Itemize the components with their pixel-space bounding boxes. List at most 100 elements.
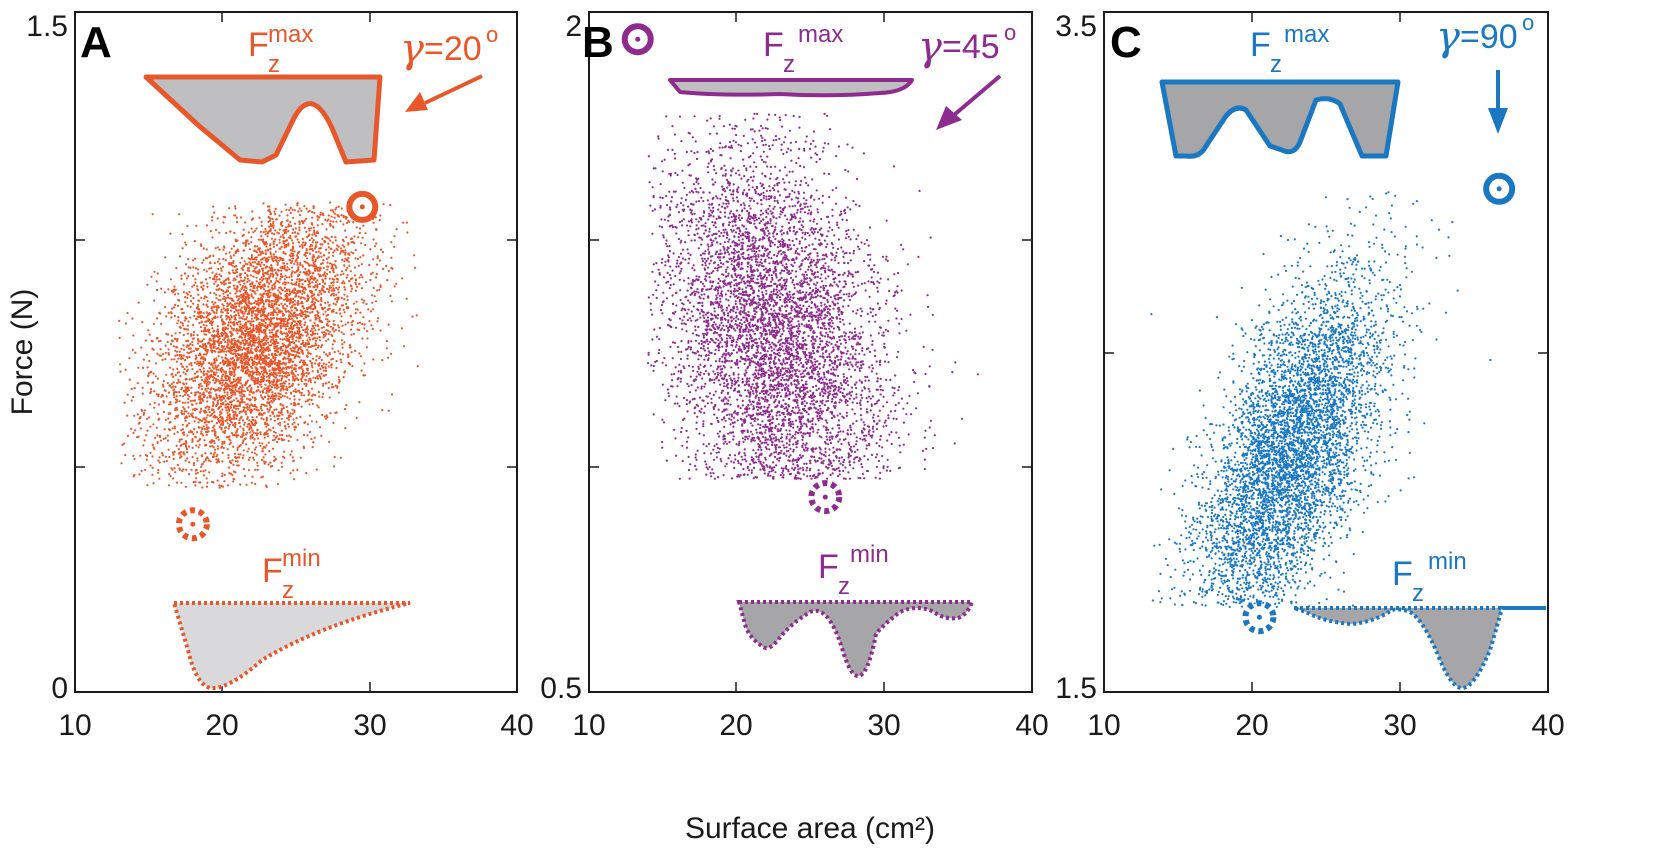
scatter-point: [284, 346, 288, 349]
scatter-point: [271, 322, 274, 325]
scatter-point: [321, 243, 324, 246]
scatter-point: [260, 235, 263, 238]
scatter-point: [307, 210, 310, 213]
scatter-point: [342, 376, 345, 379]
scatter-point: [221, 440, 224, 443]
scatter-point: [297, 373, 300, 376]
scatter-point: [263, 436, 266, 439]
scatter-point: [381, 409, 384, 412]
scatter-point: [292, 390, 295, 393]
scatter-point: [234, 292, 237, 295]
scatter-point: [362, 224, 365, 227]
scatter-point: [210, 347, 213, 350]
scatter-point: [260, 224, 263, 227]
scatter-point: [184, 444, 187, 447]
scatter-point: [316, 279, 319, 282]
scatter-point: [235, 216, 238, 219]
scatter-point: [186, 339, 189, 342]
scatter-point: [187, 320, 190, 323]
scatter-point: [264, 233, 267, 236]
scatter-point: [271, 275, 275, 278]
scatter-point: [268, 376, 271, 379]
scatter-point: [269, 229, 272, 232]
scatter-point: [226, 341, 229, 344]
scatter-point: [271, 217, 274, 221]
scatter-point: [343, 298, 346, 301]
scatter-point: [292, 315, 295, 318]
scatter-point: [334, 260, 337, 263]
scatter-point: [239, 341, 242, 344]
scatter-point: [240, 388, 243, 391]
scatter-point: [244, 342, 247, 345]
scatter-point: [333, 212, 336, 215]
scatter-point: [212, 343, 215, 346]
scatter-point: [350, 333, 353, 336]
scatter-point: [206, 457, 209, 460]
scatter-point: [169, 401, 172, 404]
scatter-point: [352, 252, 355, 255]
scatter-point: [243, 288, 246, 292]
scatter-point: [250, 314, 254, 317]
scatter-point: [242, 427, 245, 430]
scatter-point: [191, 344, 194, 347]
scatter-point: [257, 362, 261, 365]
scatter-point: [301, 283, 304, 286]
scatter-point: [206, 481, 209, 484]
scatter-point: [308, 229, 311, 232]
scatter-point: [230, 256, 233, 260]
scatter-point: [138, 473, 141, 476]
scatter-point: [275, 303, 278, 306]
scatter-point: [315, 355, 318, 358]
scatter-point: [325, 248, 328, 251]
scatter-point: [205, 384, 208, 388]
scatter-point: [266, 341, 270, 344]
scatter-point: [254, 405, 257, 408]
scatter-point: [343, 341, 346, 344]
scatter-point: [220, 288, 223, 292]
scatter-point: [311, 233, 314, 236]
scatter-point: [232, 413, 235, 416]
scatter-point: [238, 418, 241, 422]
scatter-point: [267, 398, 270, 401]
scatter-point: [340, 315, 343, 318]
scatter-point: [264, 259, 267, 262]
scatter-point: [168, 472, 171, 476]
scatter-point: [200, 320, 203, 323]
scatter-point: [291, 354, 294, 357]
scatter-point: [262, 456, 265, 459]
scatter-point: [339, 456, 342, 459]
scatter-point: [299, 456, 302, 459]
scatter-point: [358, 231, 361, 235]
scatter-point: [202, 347, 206, 350]
scatter-point: [297, 327, 300, 330]
scatter-point: [301, 339, 304, 342]
scatter-point: [215, 272, 218, 275]
scatter-point: [315, 265, 318, 268]
scatter-point: [317, 364, 321, 367]
scatter-point: [233, 383, 236, 387]
scatter-point: [259, 297, 262, 300]
scatter-point: [239, 300, 242, 303]
scatter-point: [194, 267, 198, 270]
scatter-point: [237, 366, 240, 369]
scatter-point: [218, 278, 221, 281]
scatter-point: [305, 207, 308, 210]
scatter-point: [259, 278, 262, 281]
scatter-point: [192, 302, 195, 305]
scatter-point: [290, 384, 294, 387]
scatter-point: [321, 413, 324, 416]
scatter-point: [269, 397, 272, 400]
scatter-point: [340, 296, 343, 299]
scatter-point: [367, 308, 370, 311]
scatter-point: [279, 327, 282, 330]
scatter-point: [128, 357, 131, 360]
scatter-point: [289, 391, 293, 394]
scatter-point: [226, 484, 229, 487]
scatter-point: [231, 390, 234, 393]
scatter-point: [181, 401, 184, 404]
scatter-point: [274, 212, 277, 216]
scatter-point: [252, 379, 255, 382]
scatter-point: [256, 354, 259, 357]
scatter-point: [172, 345, 175, 348]
scatter-point: [280, 379, 283, 382]
